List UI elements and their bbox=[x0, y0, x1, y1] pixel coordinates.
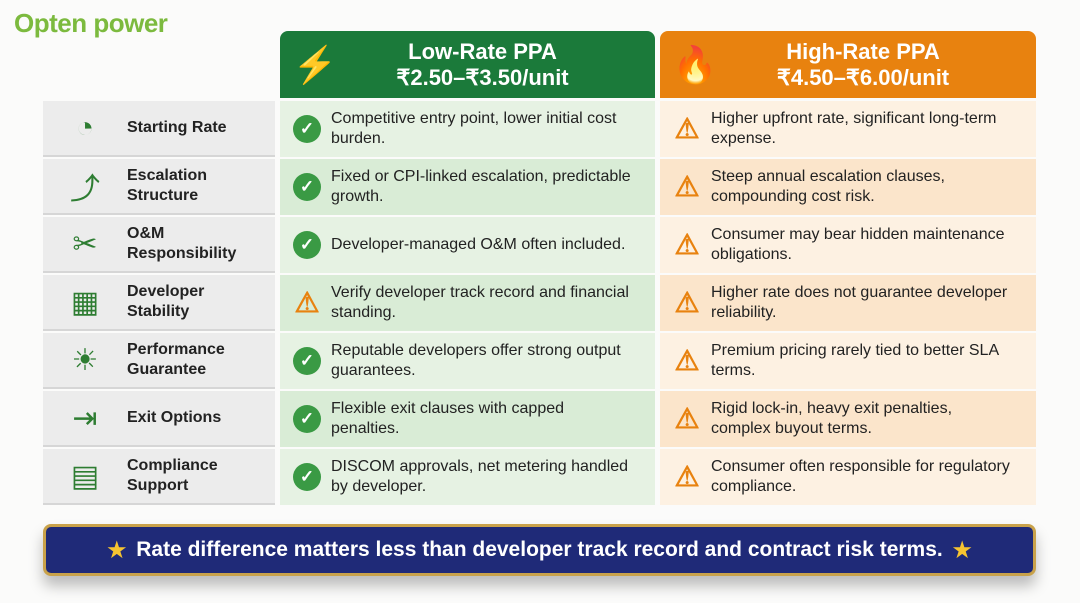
comparison-row: ▦ Developer Stability ⚠ Verify developer t… bbox=[43, 275, 1036, 331]
check-icon: ✓ bbox=[293, 115, 321, 143]
warning-icon: ⚠ bbox=[674, 171, 700, 202]
comparison-row: ◔ Starting Rate ✓ Competitive entry point,… bbox=[43, 101, 1036, 157]
gauge-icon: ◔ bbox=[75, 111, 95, 144]
comparison-row: ✂ O&M Responsibility ✓ Developer-managed O… bbox=[43, 217, 1036, 273]
flame-icon: 🔥 bbox=[672, 43, 718, 85]
high-rate-price: ₹4.50–₹6.00/unit bbox=[776, 64, 950, 90]
high-rate-cell: ⚠ Premium pricing rarely tied to better S… bbox=[660, 333, 1036, 389]
low-rate-title: Low-Rate PPA bbox=[408, 38, 557, 64]
check-icon: ✓ bbox=[293, 347, 321, 375]
row-label: ☀ Performance Guarantee bbox=[43, 333, 275, 389]
comparison-row: ⤴ Escalation Structure ✓ Fixed or CPI-link… bbox=[43, 159, 1036, 215]
low-rate-cell: ⚠ Verify developer track record and finan… bbox=[280, 275, 655, 331]
brand-logo: Opten power bbox=[14, 8, 168, 38]
high-rate-cell: ⚠ Steep annual escalation clauses, compou… bbox=[660, 159, 1036, 215]
comparison-row: ▤ Compliance Support ✓ DISCOM approvals, n… bbox=[43, 449, 1036, 505]
check-icon: ✓ bbox=[293, 173, 321, 201]
low-rate-price: ₹2.50–₹3.50/unit bbox=[396, 64, 569, 90]
warning-icon: ⚠ bbox=[294, 287, 320, 318]
low-rate-header: ⚡ Low-Rate PPA ₹2.50–₹3.50/unit bbox=[280, 31, 655, 98]
solar-panel-icon: ☀ bbox=[71, 343, 99, 377]
warning-icon: ⚠ bbox=[674, 461, 700, 492]
low-rate-cell: ✓ Competitive entry point, lower initial … bbox=[280, 101, 655, 157]
check-icon: ✓ bbox=[293, 405, 321, 433]
low-rate-cell: ✓ Flexible exit clauses with capped penal… bbox=[280, 391, 655, 447]
low-rate-cell: ✓ Fixed or CPI-linked escalation, predict… bbox=[280, 159, 655, 215]
lightning-icon: ⚡ bbox=[292, 43, 338, 85]
warning-icon: ⚠ bbox=[674, 345, 700, 376]
low-rate-cell: ✓ DISCOM approvals, net metering handled … bbox=[280, 449, 655, 505]
high-rate-cell: ⚠ Consumer may bear hidden maintenance ob… bbox=[660, 217, 1036, 273]
comparison-row: ☀ Performance Guarantee ✓ Reputable develo… bbox=[43, 333, 1036, 389]
row-label: ▦ Developer Stability bbox=[43, 275, 275, 331]
warning-icon: ⚠ bbox=[674, 403, 700, 434]
row-label: ▤ Compliance Support bbox=[43, 449, 275, 505]
check-icon: ✓ bbox=[293, 463, 321, 491]
row-label: ◔ Starting Rate bbox=[43, 101, 275, 157]
low-rate-cell: ✓ Developer-managed O&M often included. bbox=[280, 217, 655, 273]
star-icon: ★ bbox=[107, 538, 127, 562]
banner-text: Rate difference matters less than develo… bbox=[136, 538, 943, 561]
building-shield-icon: ▦ bbox=[70, 285, 100, 319]
stairs-icon: ⤴ bbox=[70, 173, 100, 206]
comparison-row: ⇥ Exit Options ✓ Flexible exit clauses wit… bbox=[43, 391, 1036, 447]
high-rate-cell: ⚠ Higher upfront rate, significant long-t… bbox=[660, 101, 1036, 157]
check-icon: ✓ bbox=[293, 231, 321, 259]
row-label: ⇥ Exit Options bbox=[43, 391, 275, 447]
row-label: ⤴ Escalation Structure bbox=[43, 159, 275, 215]
document-check-icon: ▤ bbox=[70, 459, 100, 493]
warning-icon: ⚠ bbox=[674, 229, 700, 260]
tools-icon: ✂ bbox=[72, 227, 98, 261]
row-label: ✂ O&M Responsibility bbox=[43, 217, 275, 273]
warning-icon: ⚠ bbox=[674, 113, 700, 144]
key-takeaway-banner: ★ Rate difference matters less than deve… bbox=[43, 524, 1036, 576]
high-rate-title: High-Rate PPA bbox=[786, 38, 940, 64]
exit-door-icon: ⇥ bbox=[72, 401, 98, 435]
high-rate-header: 🔥 High-Rate PPA ₹4.50–₹6.00/unit bbox=[660, 31, 1036, 98]
low-rate-cell: ✓ Reputable developers offer strong outpu… bbox=[280, 333, 655, 389]
star-icon: ★ bbox=[952, 538, 972, 562]
high-rate-cell: ⚠ Higher rate does not guarantee develope… bbox=[660, 275, 1036, 331]
high-rate-cell: ⚠ Consumer often responsible for regulato… bbox=[660, 449, 1036, 505]
warning-icon: ⚠ bbox=[674, 287, 700, 318]
high-rate-cell: ⚠ Rigid lock-in, heavy exit penalties, co… bbox=[660, 391, 1036, 447]
